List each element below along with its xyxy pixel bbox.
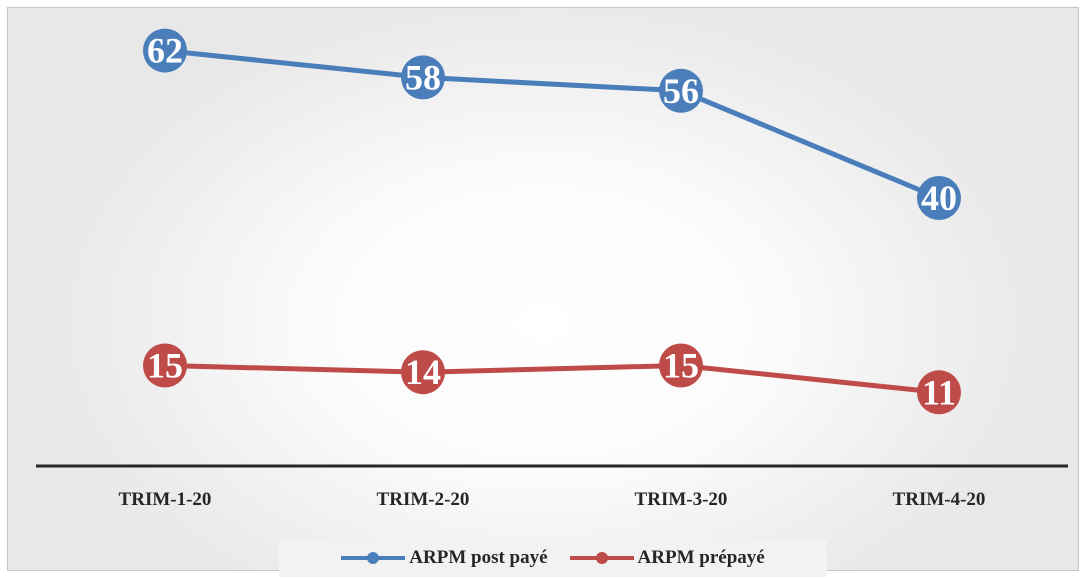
x-tick-label: TRIM-3-20 [635,489,728,510]
chart-area: TRIM-1-20 TRIM-2-20 TRIM-3-20 TRIM-4-20 62 5… [7,7,1079,577]
series-2: 15 14 15 11 [143,343,961,415]
data-label: 14 [405,352,441,392]
series-layer: 62 58 56 40 15 14 15 11 [143,28,961,415]
data-label: 11 [922,372,956,412]
legend-post-paye-label: ARPM post payé [409,547,548,568]
series-1: 62 58 56 40 [143,28,961,220]
legend-post-paye-line-icon [341,552,406,564]
data-point [401,55,445,100]
legend-item-post-paye: ARPM post payé [341,547,548,569]
line-chart: TRIM-1-20 TRIM-2-20 TRIM-3-20 TRIM-4-20 62 5… [36,28,1068,510]
data-label: 62 [147,31,183,71]
data-label: 15 [663,346,699,386]
data-label: 40 [921,178,957,218]
series-line [164,48,940,201]
data-label: 58 [405,57,441,97]
legend-item-prepaye: ARPM prépayé [569,547,765,569]
x-tick-label: TRIM-2-20 [377,489,470,510]
data-point [143,343,187,388]
data-point [659,68,703,113]
x-axis-tick-labels: TRIM-1-20 TRIM-2-20 TRIM-3-20 TRIM-4-20 [119,489,986,510]
data-label: 56 [663,71,699,111]
data-point [917,176,961,220]
legend-prepaye-line-icon [569,552,634,564]
data-point [401,350,445,395]
series-line [164,363,940,395]
x-tick-label: TRIM-4-20 [893,489,986,510]
data-point [917,370,961,415]
legend-prepaye-label: ARPM prépayé [637,547,765,568]
data-label: 15 [147,346,183,386]
legend: ARPM post payé ARPM prépayé [279,539,827,577]
x-tick-label: TRIM-1-20 [119,489,212,510]
data-point [659,343,703,388]
data-point [143,28,187,73]
